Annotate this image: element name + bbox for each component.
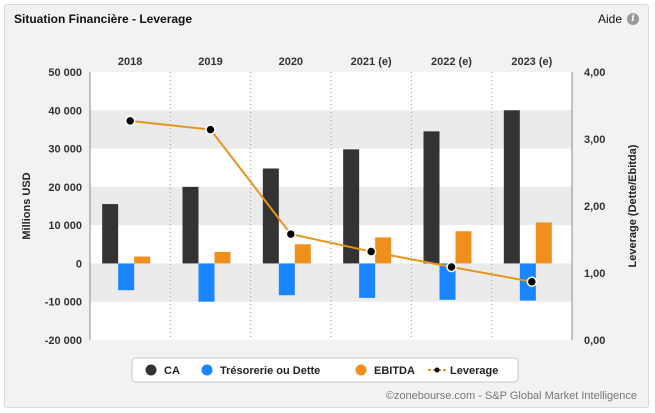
y-left-tick-label: 10 000 — [48, 220, 82, 232]
x-category-label: 2020 — [279, 56, 303, 68]
legend-label: Leverage — [450, 365, 498, 377]
bar-ebitda — [214, 251, 231, 264]
y-right-tick-label: 2,00 — [584, 201, 605, 213]
bar-ebitda — [294, 244, 311, 264]
legend-swatch — [201, 364, 213, 376]
y-right-tick-label: 0,00 — [584, 335, 605, 347]
x-category-label: 2019 — [198, 56, 222, 68]
bar-tr-sorerie-ou-dette — [359, 263, 376, 298]
bar-ebitda — [535, 222, 552, 264]
y-left-tick-label: 0 — [76, 258, 82, 270]
bar-tr-sorerie-ou-dette — [198, 263, 215, 302]
y-left-tick-label: 40 000 — [48, 105, 82, 117]
leverage-line — [130, 119, 533, 283]
y-right-tick-label: 4,00 — [584, 67, 605, 79]
y-left-tick-label: -20 000 — [45, 335, 82, 347]
y-left-tick-label: -10 000 — [45, 297, 82, 309]
bar-tr-sorerie-ou-dette — [439, 263, 456, 300]
legend-label: EBITDA — [374, 365, 415, 377]
source-credit: ©zonebourse.com - S&P Global Market Inte… — [385, 390, 637, 402]
x-category-label: 2021 (e) — [351, 56, 392, 68]
bar-tr-sorerie-ou-dette — [118, 263, 135, 291]
y-left-tick-label: 50 000 — [48, 67, 82, 79]
y-left-tick-label: 30 000 — [48, 144, 82, 156]
leverage-point — [205, 124, 216, 135]
y-left-axis-title: Millions USD — [21, 172, 33, 239]
legend-label: CA — [164, 365, 180, 377]
bar-ca — [343, 149, 360, 264]
bar-ca — [423, 131, 440, 264]
legend-swatch — [355, 364, 367, 376]
leverage-point — [285, 228, 297, 240]
info-icon: i — [627, 13, 639, 25]
leverage-point — [446, 261, 457, 273]
legend-swatch — [145, 364, 157, 376]
grid-band — [90, 186, 572, 226]
chart-title: Situation Financière - Leverage — [14, 12, 193, 26]
legend-box — [131, 357, 519, 383]
bar-ebitda — [375, 237, 392, 264]
x-category-label: 2023 (e) — [511, 56, 552, 68]
bar-tr-sorerie-ou-dette — [278, 263, 295, 296]
bar-ca — [102, 204, 119, 264]
legend-swatch-marker — [434, 367, 440, 373]
leverage-point — [365, 246, 377, 257]
help-button[interactable]: Aide i — [598, 12, 639, 26]
leverage-point — [124, 115, 136, 127]
bar-ca — [182, 186, 199, 264]
y-left-tick-label: 20 000 — [48, 182, 82, 194]
help-label: Aide — [597, 12, 622, 26]
bar-ebitda — [134, 256, 151, 264]
bar-ebitda — [455, 231, 472, 264]
grid-band — [90, 263, 572, 302]
y-right-axis-title: Leverage (Dette/Ebitda) — [627, 144, 639, 267]
x-category-label: 2022 (e) — [431, 56, 472, 68]
x-category-label: 2018 — [118, 56, 142, 68]
y-right-tick-label: 1,00 — [584, 268, 605, 280]
bar-ca — [503, 110, 520, 264]
y-right-tick-label: 3,00 — [584, 134, 605, 146]
legend-label: Trésorerie ou Dette — [220, 365, 320, 377]
bar-ca — [262, 168, 279, 264]
leverage-point — [526, 276, 538, 287]
